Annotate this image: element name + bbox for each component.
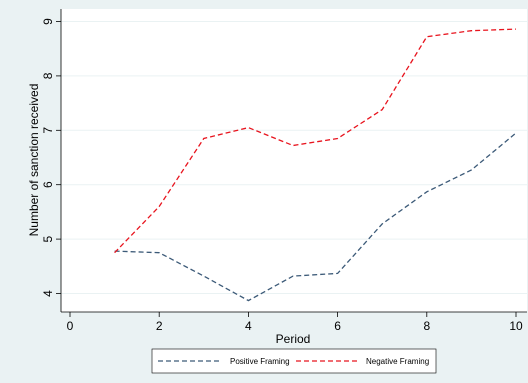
- x-tick-label-8: 8: [423, 319, 430, 333]
- x-tick-label-4: 4: [245, 319, 252, 333]
- y-tick-label-5: 5: [41, 235, 55, 242]
- x-tick-label-10: 10: [509, 319, 523, 333]
- y-tick-label-6: 6: [41, 181, 55, 188]
- x-tick-label-2: 2: [156, 319, 163, 333]
- plot-area: [61, 9, 527, 312]
- y-axis-title: Number of sanction received: [27, 84, 41, 237]
- x-tick-label-0: 0: [67, 319, 74, 333]
- axes: [56, 9, 527, 317]
- y-tick-label-9: 9: [41, 18, 55, 25]
- legend-entry-negative: Negative Framing: [296, 357, 429, 366]
- grid-lines: [61, 21, 527, 294]
- legend: Positive Framing Negative Framing: [151, 348, 437, 374]
- legend-label-negative-framing: Negative Framing: [366, 357, 429, 366]
- series-line-negative-framing: [114, 28, 517, 254]
- y-tick-label-7: 7: [41, 127, 55, 134]
- x-tick-label-6: 6: [334, 319, 341, 333]
- y-tick-label-8: 8: [41, 72, 55, 79]
- legend-label-positive-framing: Positive Framing: [230, 357, 290, 366]
- x-axis-title: Period: [276, 332, 311, 346]
- legend-entry-positive: Positive Framing: [158, 357, 290, 366]
- tick-labels: 4 5 6 7 8 9 0 2 4 6 8 10: [41, 18, 523, 333]
- y-tick-label-4: 4: [41, 290, 55, 297]
- series-layer: [114, 28, 517, 302]
- series-line-positive-framing: [114, 132, 517, 302]
